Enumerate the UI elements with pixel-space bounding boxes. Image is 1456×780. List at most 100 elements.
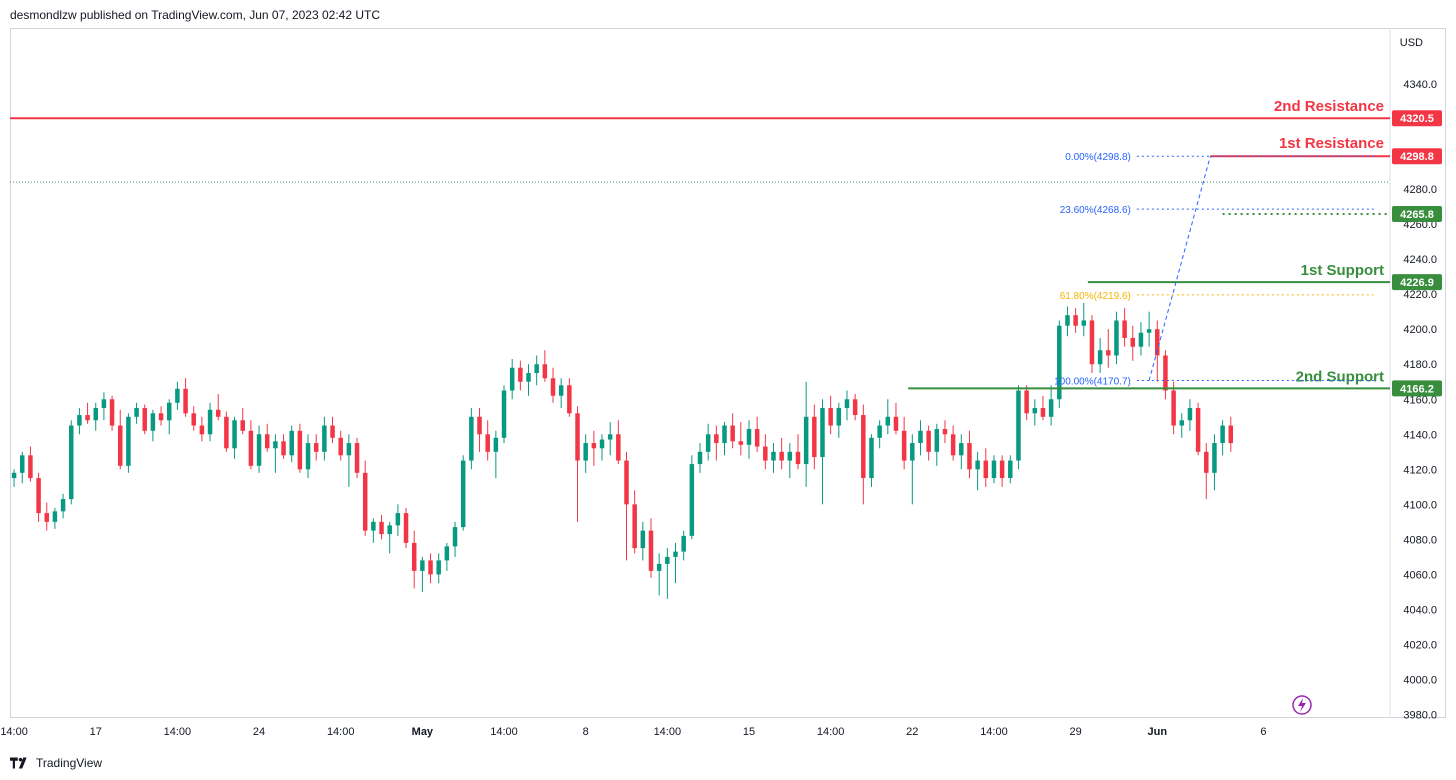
x-tick-label: 15 <box>743 726 755 738</box>
candle-body <box>36 478 41 514</box>
candle-body <box>526 373 531 382</box>
candle-body <box>1195 408 1201 452</box>
candle-body <box>305 443 311 470</box>
y-tick-label: 4080.0 <box>1403 534 1437 546</box>
candle-body <box>134 408 139 417</box>
resistance-2-price-label-box <box>1392 110 1442 127</box>
candle-body <box>942 429 948 435</box>
tradingview-logo-icon <box>10 757 27 769</box>
candle-body <box>191 413 196 426</box>
candle-body <box>885 416 891 426</box>
candle-body <box>1212 443 1217 473</box>
candle-body <box>493 437 499 452</box>
candle-body <box>950 434 956 456</box>
candle-body <box>1114 320 1119 356</box>
candle-body <box>403 513 409 543</box>
candle-body <box>738 441 744 445</box>
candle-body <box>558 385 564 396</box>
y-tick-label: 4140.0 <box>1403 429 1437 441</box>
candle-body <box>648 530 654 571</box>
x-tick-label: 14:00 <box>980 726 1008 738</box>
candle-body <box>142 408 147 431</box>
candle-body <box>910 443 915 461</box>
y-tick-label: 4180.0 <box>1403 359 1437 371</box>
candle-body <box>518 367 523 382</box>
candle-body <box>109 399 115 426</box>
candle-body <box>93 408 98 421</box>
y-tick-label: 4260.0 <box>1403 219 1437 231</box>
lightning-icon <box>1292 695 1312 715</box>
candle-body <box>509 367 515 391</box>
candle-body <box>787 451 793 461</box>
candle-body <box>224 416 229 449</box>
candle-body <box>795 451 801 465</box>
candle-body <box>779 451 784 461</box>
candle-body <box>330 425 335 438</box>
candle-body <box>77 415 82 426</box>
candle-body <box>1130 337 1136 347</box>
candle-body <box>575 413 580 461</box>
candle-body <box>428 560 433 575</box>
candle-body <box>28 455 33 479</box>
candle-body <box>150 413 156 431</box>
support-2-price-label-text: 4166.2 <box>1400 383 1434 395</box>
candle-body <box>1220 425 1225 444</box>
candle-body <box>354 443 360 473</box>
candle-body <box>746 429 752 445</box>
candle-body <box>452 527 458 547</box>
candle-body <box>20 455 25 473</box>
candle-body <box>68 425 74 500</box>
candle-body <box>313 443 319 452</box>
support-1-price-label-box <box>1392 274 1442 291</box>
y-tick-label: 4100.0 <box>1403 499 1437 511</box>
lightning-icon-bolt <box>1298 698 1306 712</box>
x-tick-label: 22 <box>906 726 918 738</box>
candle-body <box>771 451 776 461</box>
candle-body <box>1106 350 1111 356</box>
candle-body <box>567 385 572 414</box>
candle-body <box>959 443 964 456</box>
footer[interactable]: TradingView <box>10 754 102 772</box>
chart-frame[interactable] <box>10 28 1446 718</box>
x-tick-label: 14:00 <box>817 726 845 738</box>
fib-level-label: 23.60%(4268.6) <box>1060 205 1131 216</box>
candle-body <box>616 434 621 461</box>
candle-body <box>599 439 605 449</box>
fib-level-label: 61.80%(4219.6) <box>1060 291 1131 302</box>
candle-body <box>934 429 940 452</box>
x-tick-label: 24 <box>253 726 265 738</box>
candle-body <box>1081 320 1087 326</box>
candle-body <box>411 542 417 571</box>
candle-body <box>240 420 245 431</box>
candle-body <box>460 460 466 528</box>
candle-body <box>371 521 376 531</box>
candle-body <box>248 430 254 466</box>
fib-level-label: 100.00%(4170.7) <box>1054 377 1131 388</box>
candle-body <box>1187 408 1193 421</box>
support-2-price-label-box <box>1392 380 1442 397</box>
candle-body <box>852 399 858 416</box>
candle-body <box>60 499 66 512</box>
candle-body <box>338 437 343 456</box>
candle-body <box>175 388 180 403</box>
candle-body <box>1032 408 1038 414</box>
x-tick-label: 29 <box>1069 726 1081 738</box>
candle-body <box>591 443 597 449</box>
candle-body <box>1228 425 1234 444</box>
candle-body <box>126 416 131 466</box>
candle-body <box>975 460 980 470</box>
candle-body <box>256 434 262 466</box>
candle-body <box>1016 390 1021 461</box>
fib-level-label: 0.00%(4298.8) <box>1065 152 1131 163</box>
resistance-1-price-label-text: 4298.8 <box>1400 151 1434 163</box>
candle-body <box>1040 408 1046 417</box>
candle-body <box>101 399 107 409</box>
candle-body <box>673 551 678 557</box>
candle-body <box>901 430 907 461</box>
candle-body <box>1138 332 1144 347</box>
y-tick-label: 4000.0 <box>1403 674 1437 686</box>
currency-label: USD <box>1400 37 1423 49</box>
candle-body <box>534 364 539 373</box>
x-tick-label: 17 <box>90 726 102 738</box>
